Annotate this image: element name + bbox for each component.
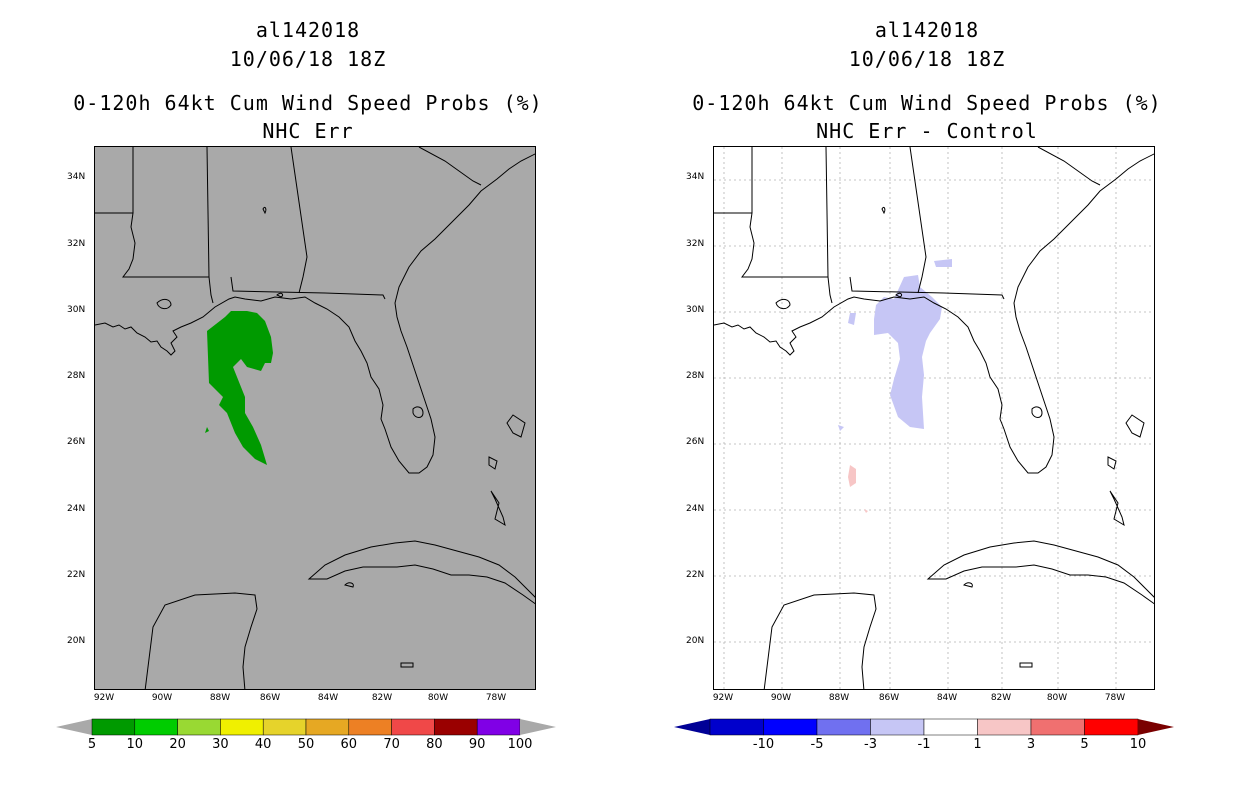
right-lat-label: 32N xyxy=(686,239,705,249)
colorbar-swatch xyxy=(305,718,350,736)
left-coastlines xyxy=(95,147,535,689)
colorbar-label: 10 xyxy=(1129,737,1147,752)
right-coastlines xyxy=(714,147,1154,689)
colorbar-swatch xyxy=(91,718,136,736)
left-prob-speck xyxy=(205,427,209,433)
colorbar-label: -1 xyxy=(917,737,931,752)
right-lon-label: 88W xyxy=(828,693,850,703)
left-storm-id: al142018 xyxy=(255,18,361,42)
right-lat-label: 34N xyxy=(686,172,705,182)
colorbar-label: 3 xyxy=(1026,737,1036,752)
right-map-graphics xyxy=(714,147,1154,689)
colorbar-end-triangle xyxy=(1138,719,1174,735)
colorbar-label: -3 xyxy=(864,737,877,752)
colorbar-swatch xyxy=(220,718,264,736)
left-lon-label: 92W xyxy=(93,693,115,703)
colorbar-label: 70 xyxy=(383,737,400,752)
right-lat-label: 22N xyxy=(686,570,705,580)
right-product-title: 0-120h 64kt Cum Wind Speed Probs (%) xyxy=(692,91,1162,115)
left-probability-map xyxy=(94,146,536,690)
right-lon-label: 92W xyxy=(712,693,734,703)
colorbar-swatch xyxy=(763,718,818,736)
colorbar-label: 90 xyxy=(468,737,486,752)
right-lon-label: 80W xyxy=(1046,693,1068,703)
left-lat-label: 22N xyxy=(67,570,86,580)
colorbar-start-triangle xyxy=(56,719,92,735)
left-lon-label: 86W xyxy=(259,693,281,703)
colorbar-swatch xyxy=(1084,718,1139,736)
left-subtitle: NHC Err xyxy=(262,119,354,143)
right-diff-positive xyxy=(848,465,868,513)
right-difference-map xyxy=(713,146,1155,690)
left-lat-label: 26N xyxy=(67,437,86,447)
left-lat-label: 20N xyxy=(67,636,86,646)
colorbar-label: 60 xyxy=(340,737,358,752)
colorbar-label: 5 xyxy=(1080,737,1089,752)
left-lon-label: 82W xyxy=(371,693,393,703)
left-lon-label: 88W xyxy=(209,693,231,703)
right-lat-label: 30N xyxy=(686,305,705,315)
colorbar-swatch xyxy=(391,718,435,736)
right-lat-label: 26N xyxy=(686,437,705,447)
right-lon-label: 78W xyxy=(1104,693,1126,703)
right-colorbar xyxy=(674,718,1174,736)
colorbar-label: 50 xyxy=(297,737,315,752)
left-lon-label: 80W xyxy=(427,693,449,703)
right-storm-id: al142018 xyxy=(874,18,980,42)
left-map-graphics xyxy=(95,147,535,689)
colorbar-label: 10 xyxy=(126,737,144,752)
left-lat-label: 32N xyxy=(67,239,86,249)
colorbar-swatch xyxy=(348,718,392,736)
right-lat-label: 28N xyxy=(686,371,705,381)
colorbar-swatch xyxy=(134,718,178,736)
colorbar-label: 30 xyxy=(212,737,229,752)
left-datetime: 10/06/18 18Z xyxy=(229,47,387,71)
colorbar-swatch xyxy=(434,718,478,736)
colorbar-end-triangle xyxy=(520,719,556,735)
left-lat-label: 34N xyxy=(67,172,86,182)
right-lon-label: 86W xyxy=(878,693,900,703)
right-lat-label: 24N xyxy=(686,504,705,514)
colorbar-label: 80 xyxy=(426,737,443,752)
left-lon-label: 90W xyxy=(151,693,173,703)
right-lon-label: 90W xyxy=(770,693,792,703)
colorbar-label: 100 xyxy=(507,737,533,752)
colorbar-label: 1 xyxy=(973,737,982,752)
right-subtitle: NHC Err - Control xyxy=(816,119,1038,143)
colorbar-label: 20 xyxy=(169,737,186,752)
colorbar-label: -5 xyxy=(810,737,824,752)
right-diff-negative xyxy=(838,259,952,431)
left-lon-label: 78W xyxy=(485,693,507,703)
colorbar-swatch xyxy=(476,718,521,736)
colorbar-swatch xyxy=(262,718,307,736)
colorbar-start-triangle xyxy=(674,719,710,735)
colorbar-label: 5 xyxy=(87,737,97,752)
right-lon-label: 84W xyxy=(936,693,958,703)
colorbar-swatch xyxy=(977,718,1032,736)
colorbar-swatch xyxy=(923,718,978,736)
colorbar-swatch xyxy=(816,718,871,736)
colorbar-swatch xyxy=(1030,718,1085,736)
right-gridlines xyxy=(714,147,1154,689)
left-lon-label: 84W xyxy=(317,693,339,703)
colorbar-swatch xyxy=(709,718,764,736)
right-lon-label: 82W xyxy=(990,693,1012,703)
right-lat-label: 20N xyxy=(686,636,705,646)
colorbar-swatch xyxy=(177,718,221,736)
left-colorbar xyxy=(56,718,556,736)
left-lat-label: 24N xyxy=(67,504,86,514)
right-datetime: 10/06/18 18Z xyxy=(848,47,1006,71)
left-lat-label: 30N xyxy=(67,305,86,315)
colorbar-label: 40 xyxy=(254,737,272,752)
colorbar-label: -10 xyxy=(752,737,775,752)
colorbar-swatch xyxy=(870,718,925,736)
left-lat-label: 28N xyxy=(67,371,86,381)
left-prob-contour-5 xyxy=(207,311,273,465)
left-product-title: 0-120h 64kt Cum Wind Speed Probs (%) xyxy=(73,91,543,115)
